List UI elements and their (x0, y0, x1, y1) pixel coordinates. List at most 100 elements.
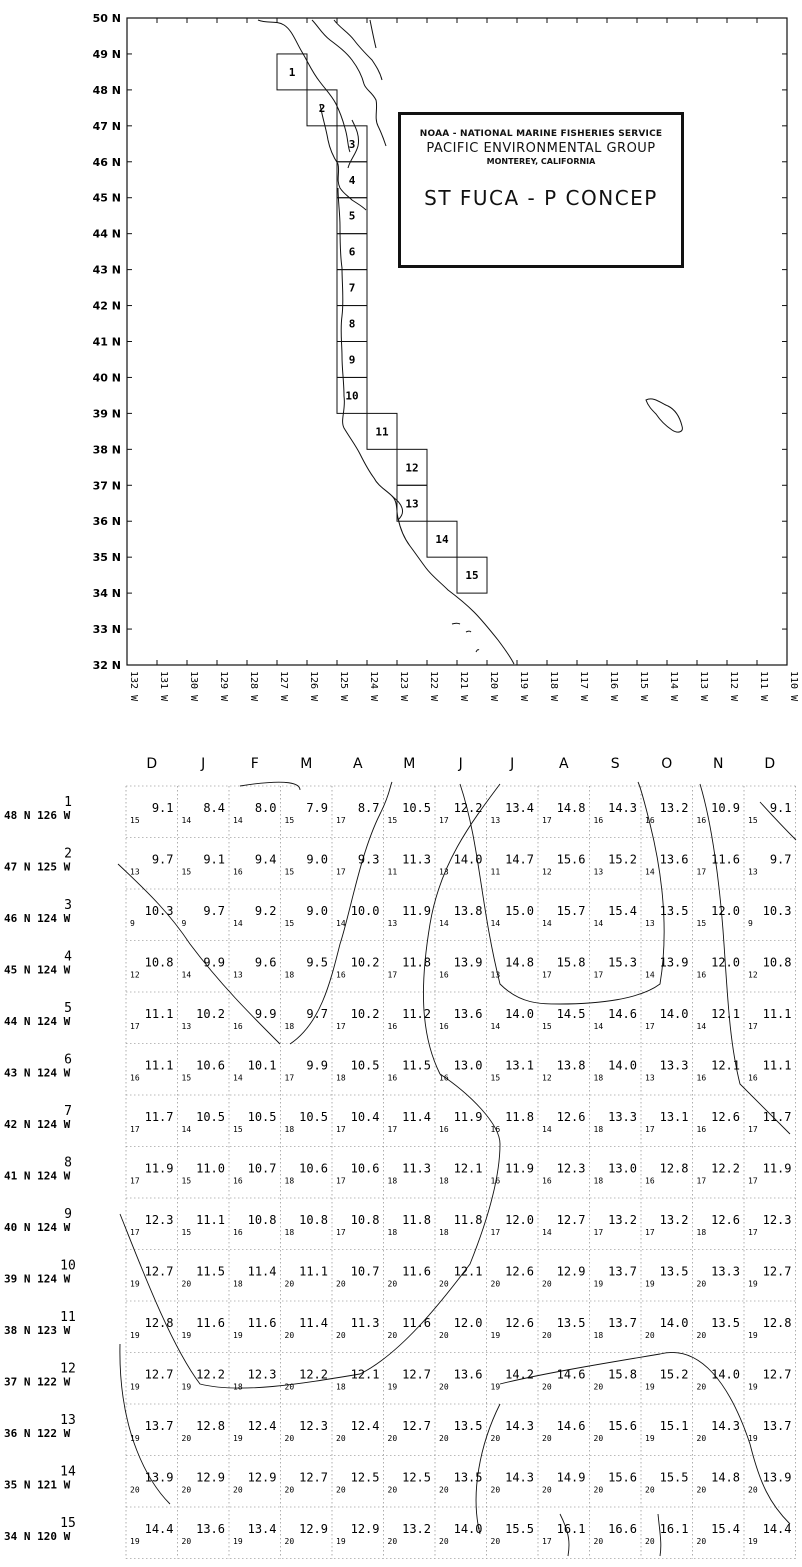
cell-count: 12 (542, 868, 552, 877)
cell-count: 20 (285, 1537, 295, 1546)
cell-count: 20 (130, 1486, 140, 1495)
cell-mean-value: 15.8 (557, 956, 586, 970)
cell-count: 18 (439, 1177, 449, 1186)
cell-mean-value: 11.4 (402, 1110, 431, 1124)
lat-tick-label: 34 N (93, 587, 121, 600)
cell-mean-value: 15.4 (711, 1522, 740, 1536)
row-number: 10 (60, 1259, 76, 1274)
cell-count: 13 (491, 971, 501, 980)
monthly-temperature-table: D J F M A M J J A S O N D 148 N 126 W 9.1 15 8.4 14 8.0 14 7… (4, 756, 797, 1559)
cell-mean-value: 12.2 (454, 801, 483, 815)
lat-tick-label: 41 N (93, 336, 121, 349)
cell-count: 19 (130, 1434, 140, 1443)
cell-count: 20 (697, 1383, 707, 1392)
cell-mean-value: 13.3 (711, 1265, 740, 1279)
row-number: 4 (64, 950, 72, 965)
cell-mean-value: 10.5 (351, 1059, 380, 1073)
cell-count: 20 (388, 1331, 398, 1340)
cell-count: 16 (439, 971, 449, 980)
cell-mean-value: 13.9 (763, 1471, 792, 1485)
cell-count: 19 (130, 1280, 140, 1289)
cell-mean-value: 8.4 (203, 801, 225, 815)
cell-mean-value: 12.7 (402, 1368, 431, 1382)
cell-count: 16 (645, 1177, 655, 1186)
lon-tick-label: 128 W (248, 671, 259, 702)
cell-mean-value: 11.9 (402, 904, 431, 918)
cell-mean-value: 14.3 (505, 1419, 534, 1433)
cell-mean-value: 12.1 (454, 1265, 483, 1279)
lon-tick-label: 118 W (548, 671, 559, 702)
cell-mean-value: 9.7 (770, 853, 792, 867)
cell-count: 17 (645, 1125, 655, 1134)
cell-mean-value: 10.0 (351, 904, 380, 918)
cell-count: 14 (233, 919, 243, 928)
lon-tick-label: 120 W (488, 671, 499, 702)
cell-count: 20 (594, 1434, 604, 1443)
cell-mean-value: 15.5 (505, 1522, 534, 1536)
lat-tick-label: 43 N (93, 264, 121, 277)
cell-mean-value: 12.6 (557, 1110, 586, 1124)
region-box (306, 89, 338, 127)
cell-count: 12 (542, 1074, 552, 1083)
cell-count: 20 (645, 1537, 655, 1546)
title-box: NOAA - NATIONAL MARINE FISHERIES SERVICE… (398, 112, 684, 268)
cell-mean-value: 12.2 (711, 1162, 740, 1176)
month-header: J (200, 756, 205, 772)
cell-mean-value: 9.0 (306, 904, 328, 918)
cell-mean-value: 10.7 (351, 1265, 380, 1279)
cell-count: 17 (645, 1022, 655, 1031)
cell-count: 14 (542, 1125, 552, 1134)
cell-mean-value: 12.0 (711, 904, 740, 918)
cell-count: 18 (697, 1228, 707, 1237)
title-agency: NOAA - NATIONAL MARINE FISHERIES SERVICE (419, 129, 663, 139)
cell-count: 20 (697, 1486, 707, 1495)
cell-count: 18 (285, 1125, 295, 1134)
cell-count: 16 (439, 1125, 449, 1134)
cell-mean-value: 9.7 (152, 853, 174, 867)
cell-mean-value: 12.3 (299, 1419, 328, 1433)
cell-count: 11 (491, 868, 501, 877)
cell-mean-value: 15.7 (557, 904, 586, 918)
row-position: 37 N 122 W (4, 1376, 71, 1389)
row-position: 34 N 120 W (4, 1530, 71, 1543)
cell-count: 17 (594, 971, 604, 980)
cell-count: 20 (491, 1486, 501, 1495)
cell-count: 16 (233, 1177, 243, 1186)
lon-tick-label: 115 W (638, 671, 649, 702)
cell-mean-value: 15.0 (505, 904, 534, 918)
cell-mean-value: 11.8 (454, 1213, 483, 1227)
cell-mean-value: 9.7 (306, 1007, 328, 1021)
cell-mean-value: 13.5 (454, 1471, 483, 1485)
cell-count: 20 (182, 1280, 192, 1289)
region-box-label: 15 (465, 569, 478, 582)
cell-count: 19 (182, 1383, 192, 1392)
cell-count: 16 (130, 1074, 140, 1083)
cell-count: 17 (336, 868, 346, 877)
cell-mean-value: 15.6 (608, 1419, 637, 1433)
cell-count: 14 (182, 1125, 192, 1134)
lon-tick-label: 113 W (698, 671, 709, 702)
cell-mean-value: 13.6 (454, 1368, 483, 1382)
cell-mean-value: 15.3 (608, 956, 637, 970)
cell-count: 16 (491, 1177, 501, 1186)
cell-count: 18 (439, 1228, 449, 1237)
cell-mean-value: 12.1 (454, 1162, 483, 1176)
cell-mean-value: 14.3 (608, 801, 637, 815)
cell-mean-value: 11.3 (351, 1316, 380, 1330)
cell-count: 20 (645, 1486, 655, 1495)
cell-mean-value: 13.5 (660, 1265, 689, 1279)
cell-mean-value: 12.5 (351, 1471, 380, 1485)
cell-count: 13 (594, 868, 604, 877)
lat-tick-label: 42 N (93, 300, 121, 313)
cell-mean-value: 11.6 (402, 1265, 431, 1279)
cell-count: 18 (285, 1228, 295, 1237)
cell-count: 13 (645, 1074, 655, 1083)
cell-count: 14 (697, 1022, 707, 1031)
lon-tick-label: 111 W (758, 671, 769, 702)
region-box-label: 6 (349, 246, 356, 259)
region-box-label: 9 (349, 353, 356, 366)
cell-mean-value: 9.5 (306, 956, 328, 970)
month-header: F (251, 756, 259, 772)
cell-count: 20 (439, 1434, 449, 1443)
cell-mean-value: 10.6 (299, 1162, 328, 1176)
